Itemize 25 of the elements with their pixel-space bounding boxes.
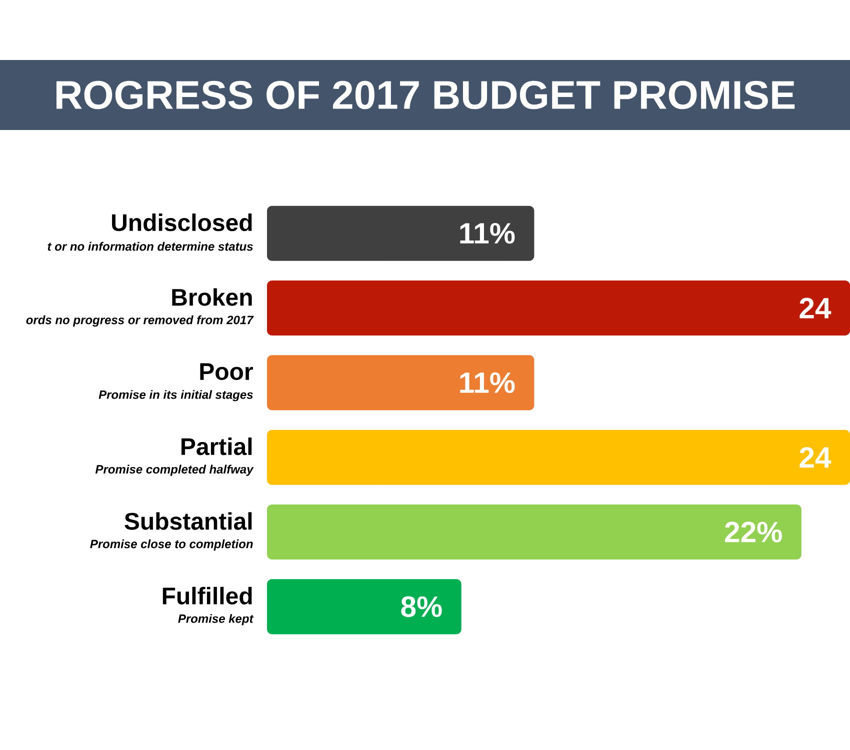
text: Promise in its initial stages	[98, 390, 253, 402]
y-tick-label: Poor	[200, 363, 253, 380]
y-tick-label: Partial	[182, 438, 252, 456]
bar	[267, 280, 850, 336]
text: Promise kept	[178, 614, 254, 626]
y-tick-label: Broken	[172, 288, 252, 306]
y-tick-label: Substantial	[124, 512, 252, 530]
y-tick-label: Fulfilled	[162, 586, 252, 604]
bar	[267, 430, 850, 485]
y-tick-label: Undisclosed	[112, 214, 252, 232]
data-label: 22%	[725, 522, 782, 542]
text: t or no information determine status	[48, 242, 253, 251]
text: Promise completed halfway	[95, 464, 254, 476]
bar	[267, 504, 802, 560]
text: Promise close to completion	[90, 539, 253, 551]
data-label: 24	[800, 298, 832, 318]
data-label: 8%	[401, 596, 442, 618]
bar	[267, 355, 534, 410]
data-label: 11%	[460, 223, 515, 244]
bar	[267, 206, 534, 261]
data-label: 11%	[460, 372, 515, 393]
chart-title: ROGRESS OF 2017 BUDGET PROMISE	[56, 80, 795, 110]
text: ords no progress or removed from 2017	[26, 315, 254, 327]
bar	[267, 579, 462, 634]
data-label: 24	[800, 447, 832, 468]
